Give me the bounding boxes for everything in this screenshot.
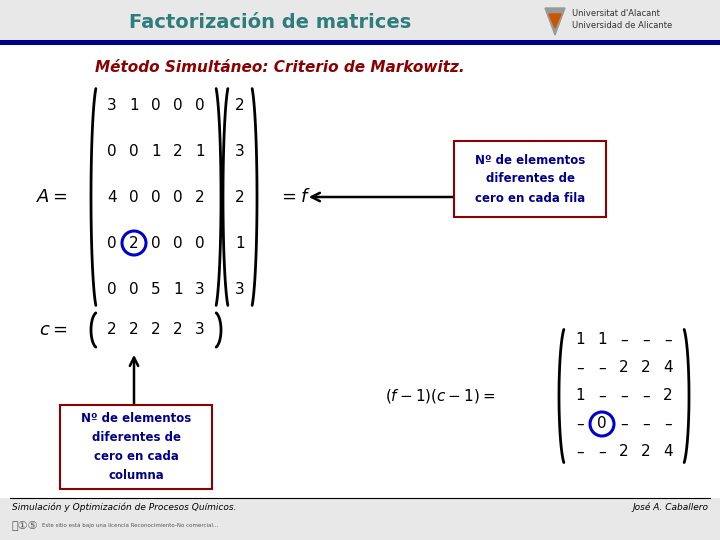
Text: 2: 2	[129, 235, 139, 251]
Text: 0: 0	[597, 416, 607, 431]
Text: 2: 2	[642, 361, 651, 375]
Text: 1: 1	[575, 333, 585, 348]
Text: 1: 1	[151, 144, 161, 159]
FancyBboxPatch shape	[0, 40, 720, 45]
Text: 3: 3	[107, 98, 117, 112]
Text: 0: 0	[174, 190, 183, 205]
Text: 3: 3	[235, 144, 245, 159]
Text: –: –	[598, 361, 606, 375]
Text: 0: 0	[129, 190, 139, 205]
Text: $(f-1)(c-1)=$: $(f-1)(c-1)=$	[385, 387, 495, 405]
Text: 2: 2	[642, 444, 651, 460]
Text: 3: 3	[195, 281, 205, 296]
Text: 4: 4	[107, 190, 117, 205]
Text: 2: 2	[107, 322, 117, 338]
Text: 1: 1	[129, 98, 139, 112]
Text: Universidad de Alicante: Universidad de Alicante	[572, 22, 672, 30]
Text: Simulación y Optimización de Procesos Químicos.: Simulación y Optimización de Procesos Qu…	[12, 502, 236, 512]
Text: 2: 2	[619, 361, 629, 375]
Text: 2: 2	[129, 322, 139, 338]
Text: 1: 1	[195, 144, 204, 159]
Text: –: –	[620, 388, 628, 403]
Text: 0: 0	[174, 98, 183, 112]
Text: 0: 0	[107, 281, 117, 296]
Text: 4: 4	[663, 444, 672, 460]
Text: –: –	[576, 444, 584, 460]
Text: 0: 0	[195, 235, 204, 251]
Text: –: –	[664, 416, 672, 431]
Text: 1: 1	[174, 281, 183, 296]
Text: 2: 2	[174, 322, 183, 338]
Text: 2: 2	[235, 190, 245, 205]
Text: Nº de elementos
diferentes de
cero en cada
columna: Nº de elementos diferentes de cero en ca…	[81, 412, 191, 482]
Text: 0: 0	[151, 235, 161, 251]
Text: 2: 2	[174, 144, 183, 159]
FancyBboxPatch shape	[0, 0, 720, 42]
FancyBboxPatch shape	[60, 405, 212, 489]
Text: José A. Caballero: José A. Caballero	[632, 502, 708, 512]
Text: ⓪①⑤: ⓪①⑤	[12, 520, 39, 530]
Text: –: –	[620, 416, 628, 431]
Text: –: –	[642, 388, 650, 403]
FancyBboxPatch shape	[454, 141, 606, 217]
Text: –: –	[576, 416, 584, 431]
Text: 0: 0	[151, 190, 161, 205]
Text: –: –	[642, 333, 650, 348]
Text: 2: 2	[235, 98, 245, 112]
Polygon shape	[549, 14, 561, 28]
Polygon shape	[545, 8, 565, 35]
Text: 1: 1	[597, 333, 607, 348]
Text: Universitat d'Alacant: Universitat d'Alacant	[572, 10, 660, 18]
Text: 3: 3	[235, 281, 245, 296]
Text: 1: 1	[575, 388, 585, 403]
Text: –: –	[598, 444, 606, 460]
Text: –: –	[576, 361, 584, 375]
Text: 0: 0	[129, 281, 139, 296]
Text: 0: 0	[195, 98, 204, 112]
Text: $= f$: $= f$	[278, 188, 311, 206]
Text: 4: 4	[663, 361, 672, 375]
Text: Método Simultáneo: Criterio de Markowitz.: Método Simultáneo: Criterio de Markowitz…	[95, 60, 465, 76]
Text: –: –	[642, 416, 650, 431]
Text: 0: 0	[151, 98, 161, 112]
Text: $c=$: $c=$	[40, 321, 68, 339]
Text: Este sitio está bajo una licencia Reconocimiento-No comercial...: Este sitio está bajo una licencia Recono…	[42, 522, 218, 528]
Text: $A=$: $A=$	[36, 188, 68, 206]
Text: 2: 2	[619, 444, 629, 460]
Text: 2: 2	[663, 388, 672, 403]
Text: Factorización de matrices: Factorización de matrices	[129, 12, 411, 31]
Text: 2: 2	[195, 190, 204, 205]
Text: 0: 0	[107, 144, 117, 159]
Text: 3: 3	[195, 322, 205, 338]
Text: –: –	[620, 333, 628, 348]
Text: –: –	[664, 333, 672, 348]
Text: 2: 2	[151, 322, 161, 338]
Text: –: –	[598, 388, 606, 403]
Text: 5: 5	[151, 281, 161, 296]
Text: 1: 1	[235, 235, 245, 251]
Text: 0: 0	[107, 235, 117, 251]
Text: 0: 0	[129, 144, 139, 159]
Text: Nº de elementos
diferentes de
cero en cada fila: Nº de elementos diferentes de cero en ca…	[475, 153, 585, 205]
FancyBboxPatch shape	[0, 42, 720, 498]
Text: 0: 0	[174, 235, 183, 251]
